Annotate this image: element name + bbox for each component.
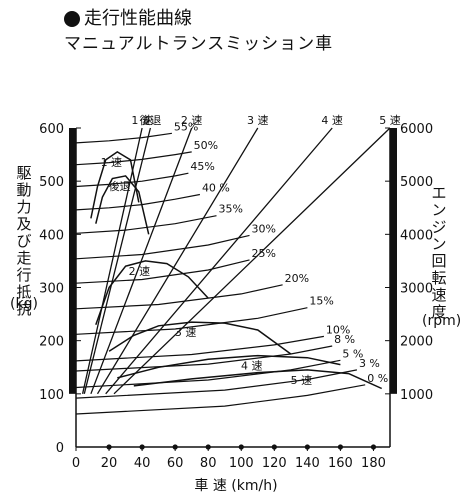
resistance-curve-label: 15%	[309, 295, 333, 308]
x-tick-label: 120	[262, 456, 287, 471]
resistance-curve	[75, 369, 358, 399]
drive-force-curve-label: 4 速	[241, 360, 263, 373]
resistance-curve-label: 0 %	[367, 372, 388, 385]
x-marker-dot	[271, 444, 277, 450]
x-tick-label: 20	[101, 456, 118, 471]
y-tick-label: 600	[39, 122, 64, 137]
y-tick-label: 0	[56, 441, 64, 456]
gear-line-label: 1 速	[131, 114, 153, 127]
y-tick-label: 500	[39, 175, 64, 190]
y-right-tick-label: 5000	[400, 175, 433, 190]
drive-force-curve-label: 後退	[109, 179, 131, 193]
chart-subtitle: マニュアルトランスミッション車	[64, 34, 334, 54]
gear-line	[105, 127, 333, 395]
resistance-curve-label: 45%	[190, 160, 214, 173]
left-axis-bar	[69, 128, 76, 394]
left-axis-unit: (kg)	[10, 296, 38, 312]
resistance-curve-label: 20%	[285, 272, 309, 285]
y-tick-label: 100	[39, 388, 64, 403]
y-right-tick-label: 3000	[400, 282, 433, 297]
resistance-curve-label: 40 %	[202, 181, 230, 194]
resistance-curve	[75, 234, 250, 260]
resistance-curve	[75, 132, 172, 144]
resistance-curve	[75, 151, 192, 166]
gear-line-label: 後退	[139, 113, 161, 127]
axis-ticks: 0100200300400500600100020003000400050006…	[39, 122, 433, 471]
chart-title: 走行性能曲線	[64, 10, 333, 28]
resistance-curve	[75, 384, 366, 415]
y-tick-label: 400	[39, 228, 64, 243]
x-marker-dot	[205, 444, 211, 450]
resistance-curve	[75, 307, 308, 335]
resistance-curve-label: 3 %	[359, 357, 380, 370]
x-tick-label: 100	[229, 456, 254, 471]
resistance-curve	[75, 359, 341, 389]
y-tick-label: 200	[39, 335, 64, 350]
resistance-curve-label: 10%	[326, 323, 350, 336]
x-tick-label: 40	[134, 456, 151, 471]
resistance-curve	[75, 215, 217, 234]
x-marker-dot	[337, 444, 344, 450]
x-marker-dot	[238, 444, 244, 450]
drive-force-curve	[95, 175, 150, 235]
gear-line	[90, 127, 193, 395]
resistance-curve-label: 5 %	[342, 347, 363, 360]
resistance-curve	[75, 345, 333, 372]
y-right-tick-label: 6000	[400, 122, 433, 137]
x-marker-dot	[172, 444, 178, 450]
drive-force-curve	[95, 260, 209, 325]
drive-force-curve	[90, 151, 140, 219]
x-tick-label: 140	[295, 456, 320, 471]
drive-force-curve	[133, 369, 383, 390]
drive-force-curve-label: 2 速	[129, 265, 151, 278]
right-axis-label: エンジン回転速度	[431, 184, 447, 321]
resistance-curve	[75, 284, 283, 310]
drive-force-curve-label: 1 速	[101, 156, 123, 169]
gear-line-label: 4 速	[321, 114, 343, 127]
x-tick-label: 80	[200, 456, 217, 471]
bullet-dot-icon	[64, 11, 80, 27]
resistance-curve-label: 8 %	[334, 333, 355, 346]
resistance-curve-label: 55%	[174, 120, 198, 133]
chart-title-text: 走行性能曲線	[84, 8, 192, 29]
x-marker-dot	[139, 444, 145, 450]
x-marker-dot	[304, 444, 310, 450]
resistance-curve-label: 35%	[218, 203, 242, 216]
gear-line-label: 5 速	[379, 114, 401, 127]
resistance-curve-label: 30%	[252, 222, 276, 235]
resistance-curve	[75, 335, 325, 362]
x-marker-dot	[370, 444, 377, 450]
x-marker-dot	[106, 444, 112, 450]
right-axis-bar	[390, 128, 397, 394]
gear-line	[113, 127, 391, 395]
plot-frame	[69, 128, 397, 448]
gear-line	[96, 127, 259, 395]
right-axis-unit: (rpm)	[422, 313, 461, 329]
gear-line	[83, 127, 152, 394]
resistance-curve	[75, 259, 250, 284]
drive-force-curve	[117, 354, 341, 379]
resistance-curve-label: 25%	[252, 247, 276, 260]
resistance-curve-label: 50%	[194, 139, 218, 152]
x-tick-label: 0	[72, 456, 80, 471]
x-tick-label: 180	[361, 456, 386, 471]
chart-title-block: 走行性能曲線 マニュアルトランスミッション車	[64, 10, 333, 53]
x-tick-label: 60	[167, 456, 184, 471]
drive-force-curve	[108, 321, 292, 355]
y-right-tick-label: 2000	[400, 335, 433, 350]
drive-force-curve-label: 5 速	[291, 374, 313, 387]
left-axis-label: 駆動力及び走行抵抗	[16, 164, 32, 318]
y-right-tick-label: 4000	[400, 228, 433, 243]
gear-line-label: 2 速	[181, 114, 203, 127]
x-tick-label: 160	[328, 456, 353, 471]
curves	[75, 127, 391, 415]
y-tick-label: 300	[39, 282, 64, 297]
gear-line-label: 3 速	[247, 114, 269, 127]
x-axis-label: 車 速 (km/h)	[194, 477, 277, 494]
drive-force-curve-label: 3 速	[175, 326, 197, 339]
y-right-tick-label: 1000	[400, 388, 433, 403]
